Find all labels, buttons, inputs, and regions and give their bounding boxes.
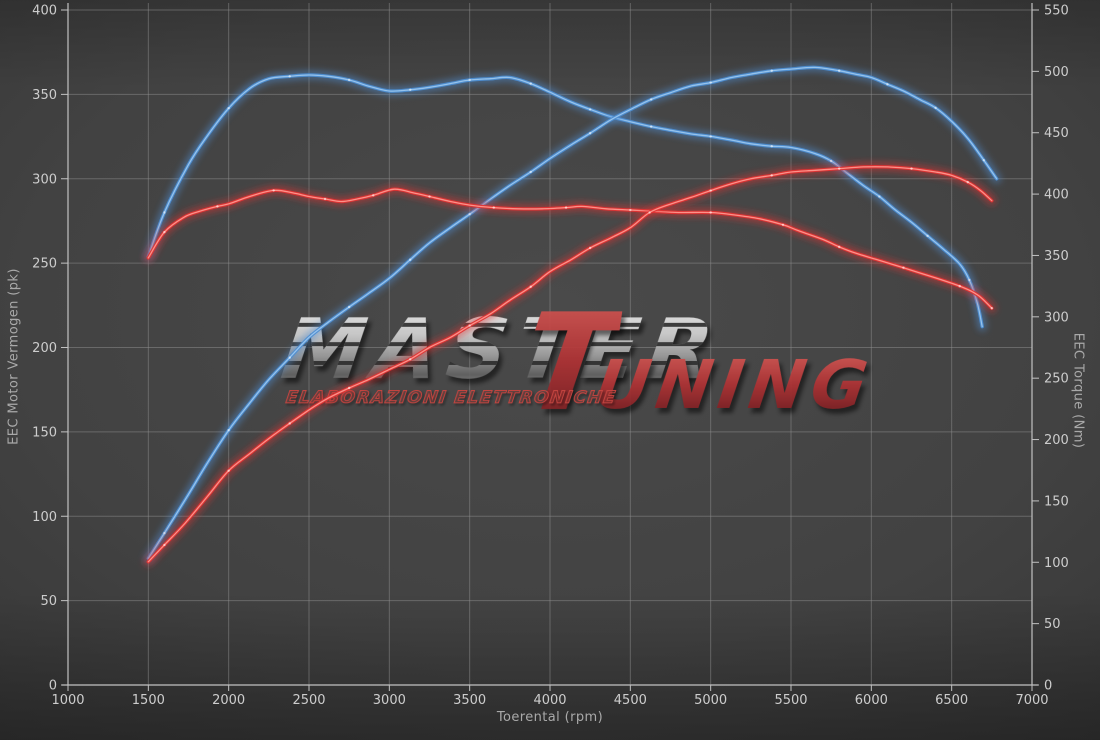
svg-text:250: 250 bbox=[1044, 372, 1069, 387]
svg-text:50: 50 bbox=[1044, 617, 1061, 632]
svg-text:250: 250 bbox=[32, 257, 57, 272]
svg-text:100: 100 bbox=[32, 510, 57, 525]
svg-text:400: 400 bbox=[32, 4, 57, 19]
curve-point-markers bbox=[163, 189, 994, 310]
svg-text:50: 50 bbox=[40, 594, 57, 609]
curve-point-markers bbox=[163, 75, 971, 282]
svg-text:300: 300 bbox=[1044, 310, 1069, 325]
svg-text:300: 300 bbox=[32, 172, 57, 187]
svg-text:0: 0 bbox=[49, 679, 57, 694]
axis-ticks bbox=[61, 9, 1039, 691]
x-axis-title: Toerental (rpm) bbox=[496, 710, 604, 725]
svg-text:450: 450 bbox=[1044, 126, 1069, 141]
y-right-axis-title: EEC Torque (Nm) bbox=[1070, 332, 1086, 449]
svg-text:4500: 4500 bbox=[614, 693, 647, 708]
svg-text:100: 100 bbox=[1044, 556, 1069, 571]
svg-text:350: 350 bbox=[32, 88, 57, 103]
svg-text:6000: 6000 bbox=[855, 693, 888, 708]
curve-power_stock bbox=[143, 162, 997, 567]
svg-text:150: 150 bbox=[32, 425, 57, 440]
svg-text:500: 500 bbox=[1044, 65, 1069, 80]
svg-text:200: 200 bbox=[1044, 433, 1069, 448]
svg-text:5500: 5500 bbox=[774, 693, 807, 708]
svg-text:3000: 3000 bbox=[373, 693, 406, 708]
svg-text:400: 400 bbox=[1044, 188, 1069, 203]
svg-text:550: 550 bbox=[1044, 4, 1069, 19]
svg-text:7000: 7000 bbox=[1015, 693, 1048, 708]
svg-text:350: 350 bbox=[1044, 249, 1069, 264]
curve-torque_stock bbox=[143, 184, 997, 313]
svg-text:1500: 1500 bbox=[132, 693, 165, 708]
svg-text:2000: 2000 bbox=[212, 693, 245, 708]
svg-text:2500: 2500 bbox=[292, 693, 325, 708]
curve-power_tuned bbox=[143, 62, 1002, 563]
curve-point-markers bbox=[163, 167, 969, 547]
svg-text:4000: 4000 bbox=[533, 693, 566, 708]
curve-torque_tuned bbox=[143, 70, 987, 332]
svg-text:150: 150 bbox=[1044, 494, 1069, 509]
svg-text:200: 200 bbox=[32, 341, 57, 356]
curve-point-markers bbox=[163, 69, 985, 535]
svg-text:3500: 3500 bbox=[453, 693, 486, 708]
svg-text:1000: 1000 bbox=[51, 693, 84, 708]
svg-text:5000: 5000 bbox=[694, 693, 727, 708]
svg-text:6500: 6500 bbox=[935, 693, 968, 708]
svg-text:0: 0 bbox=[1044, 679, 1052, 694]
tick-labels: 0501001502002503003504000501001502002503… bbox=[32, 4, 1069, 709]
y-left-axis-title: EEC Motor Vermogen (pk) bbox=[6, 268, 22, 445]
